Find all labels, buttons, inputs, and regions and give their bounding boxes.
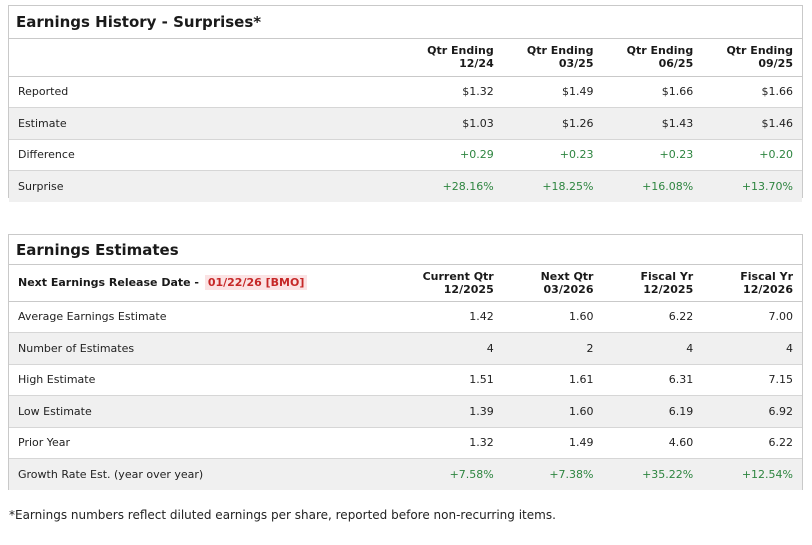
cell-value: +7.58% [402, 458, 503, 490]
cell-value: 1.32 [402, 427, 503, 459]
cell-value: 4 [702, 332, 802, 365]
cell-value: +16.08% [602, 170, 703, 202]
column-header: Qtr Ending 09/25 [702, 39, 802, 77]
cell-value: +0.29 [402, 139, 503, 171]
earnings-history-title: Earnings History - Surprises* [9, 6, 802, 39]
cell-value: $1.26 [502, 107, 603, 140]
table-row-number-of-estimates: Number of Estimates 4 2 4 4 [9, 332, 802, 365]
cell-value: 4 [402, 332, 503, 365]
table-row-estimate: Estimate $1.03 $1.26 $1.43 $1.46 [9, 107, 802, 140]
cell-value: 4.60 [602, 427, 703, 459]
row-label: Prior Year [9, 427, 403, 459]
column-header: Qtr Ending 12/24 [402, 39, 503, 77]
column-header: Current Qtr 12/2025 [402, 265, 503, 302]
cell-value: 1.60 [502, 301, 603, 333]
row-label: Growth Rate Est. (year over year) [9, 458, 403, 490]
cell-value: +18.25% [502, 170, 603, 202]
row-label: High Estimate [9, 364, 403, 396]
next-release-label: Next Earnings Release Date - [18, 276, 199, 290]
cell-value: 1.39 [402, 395, 503, 428]
cell-value: $1.32 [402, 76, 503, 108]
table-row-surprise: Surprise +28.16% +18.25% +16.08% +13.70% [9, 170, 802, 202]
cell-value: 6.31 [602, 364, 703, 396]
row-label: Reported [9, 76, 403, 108]
cell-value: +0.23 [602, 139, 703, 171]
table-row-difference: Difference +0.29 +0.23 +0.23 +0.20 [9, 139, 802, 171]
column-header: Next Qtr 03/2026 [502, 265, 603, 302]
header-blank [9, 39, 403, 77]
row-label: Surprise [9, 170, 403, 202]
cell-value: +12.54% [702, 458, 802, 490]
cell-value: +0.23 [502, 139, 603, 171]
footnote: *Earnings numbers reflect diluted earnin… [9, 508, 556, 522]
cell-value: $1.66 [602, 76, 703, 108]
earnings-history-panel: Earnings History - Surprises* Qtr Ending… [8, 5, 803, 202]
cell-value: 1.49 [502, 427, 603, 459]
cell-value: 1.42 [402, 301, 503, 333]
table-row-average-estimate: Average Earnings Estimate 1.42 1.60 6.22… [9, 301, 802, 333]
cell-value: 6.19 [602, 395, 703, 428]
table-row-high-estimate: High Estimate 1.51 1.61 6.31 7.15 [9, 364, 802, 396]
cell-value: 1.60 [502, 395, 603, 428]
column-header: Fiscal Yr 12/2025 [602, 265, 703, 302]
table-header-row: Next Earnings Release Date - 01/22/26 [B… [9, 265, 802, 302]
cell-value: +13.70% [702, 170, 802, 202]
table-header-row: Qtr Ending 12/24 Qtr Ending 03/25 Qtr Endi… [9, 39, 802, 77]
cell-value: +28.16% [402, 170, 503, 202]
cell-value: $1.49 [502, 76, 603, 108]
cell-value: 6.22 [602, 301, 703, 333]
cell-value: 1.51 [402, 364, 503, 396]
cell-value: 4 [602, 332, 703, 365]
cell-value: $1.66 [702, 76, 802, 108]
earnings-history-table: Qtr Ending 12/24 Qtr Ending 03/25 Qtr Endi… [9, 39, 802, 202]
next-release-header: Next Earnings Release Date - 01/22/26 [B… [9, 265, 403, 302]
cell-value: $1.43 [602, 107, 703, 140]
cell-value: 6.22 [702, 427, 802, 459]
table-row-low-estimate: Low Estimate 1.39 1.60 6.19 6.92 [9, 395, 802, 428]
row-label: Average Earnings Estimate [9, 301, 403, 333]
column-header: Qtr Ending 03/25 [502, 39, 603, 77]
earnings-estimates-title: Earnings Estimates [9, 235, 802, 265]
cell-value: 2 [502, 332, 603, 365]
cell-value: 1.61 [502, 364, 603, 396]
cell-value: 7.15 [702, 364, 802, 396]
earnings-estimates-table: Next Earnings Release Date - 01/22/26 [B… [9, 265, 802, 490]
cell-value: 7.00 [702, 301, 802, 333]
cell-value: $1.03 [402, 107, 503, 140]
cell-value: $1.46 [702, 107, 802, 140]
cell-value: +0.20 [702, 139, 802, 171]
table-row-growth-rate: Growth Rate Est. (year over year) +7.58%… [9, 458, 802, 490]
cell-value: +35.22% [602, 458, 703, 490]
next-release-date-badge: 01/22/26 [BMO] [204, 275, 308, 291]
row-label: Low Estimate [9, 395, 403, 428]
column-header: Qtr Ending 06/25 [602, 39, 703, 77]
cell-value: +7.38% [502, 458, 603, 490]
table-row-reported: Reported $1.32 $1.49 $1.66 $1.66 [9, 76, 802, 108]
row-label: Difference [9, 139, 403, 171]
cell-value: 6.92 [702, 395, 802, 428]
row-label: Number of Estimates [9, 332, 403, 365]
earnings-estimates-panel: Earnings Estimates Next Earnings Release… [8, 234, 803, 490]
row-label: Estimate [9, 107, 403, 140]
column-header: Fiscal Yr 12/2026 [702, 265, 802, 302]
table-row-prior-year: Prior Year 1.32 1.49 4.60 6.22 [9, 427, 802, 459]
